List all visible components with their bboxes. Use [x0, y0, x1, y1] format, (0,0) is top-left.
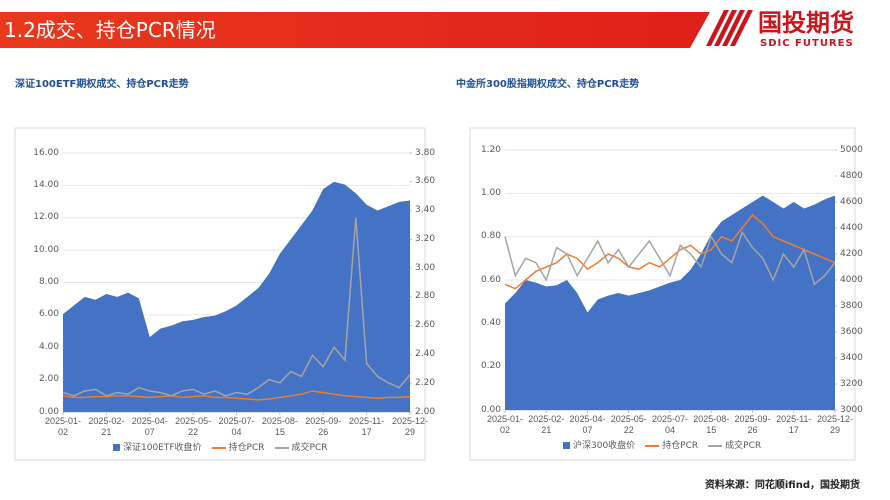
- x-tick-label: 2025-08-15: [261, 416, 298, 437]
- x-tick-label: 2025-01-02: [486, 414, 524, 435]
- y-tick-label: 0.00: [38, 406, 59, 417]
- legend-label: 持仓PCR: [662, 441, 699, 451]
- y2-tick-label: 3400: [840, 352, 863, 363]
- y2-tick-label: 3800: [840, 300, 863, 311]
- legend-swatch: [563, 442, 570, 449]
- y2-tick-label: 4000: [840, 274, 863, 285]
- y2-tick-label: 4800: [840, 170, 863, 181]
- legend-item: 深证100ETF收盘价: [113, 440, 202, 453]
- y-tick-label: 4.00: [38, 341, 59, 352]
- y-tick-label: 1.20: [480, 144, 501, 155]
- legend-item: 成交PCR: [708, 438, 761, 451]
- y-tick-label: 14.00: [33, 179, 59, 190]
- y2-tick-label: 2.20: [415, 377, 436, 388]
- y2-tick-label: 3.60: [415, 176, 436, 187]
- legend-item: 持仓PCR: [645, 438, 698, 451]
- x-tick-label: 2025-02-21: [528, 414, 565, 435]
- x-tick-label: 2025-04-07: [569, 414, 606, 435]
- y2-tick-label: 2.60: [415, 320, 436, 331]
- y-tick-label: 2.00: [38, 374, 59, 385]
- legend-label: 持仓PCR: [228, 443, 265, 453]
- legend-label: 成交PCR: [725, 441, 762, 451]
- y2-tick-label: 3600: [840, 326, 863, 337]
- y2-tick-label: 5000: [840, 144, 863, 155]
- y-tick-label: 8.00: [38, 277, 59, 287]
- line-series: [62, 217, 411, 397]
- x-tick-label: 2025-12-29: [816, 414, 854, 435]
- area-series: [505, 195, 835, 410]
- y2-tick-label: 2.40: [415, 348, 436, 359]
- legend-swatch: [708, 444, 723, 447]
- legend: 沪深300收盘价 持仓PCR 成交PCR: [563, 438, 761, 451]
- legend-label: 成交PCR: [291, 443, 328, 453]
- y2-tick-label: 4400: [840, 222, 863, 233]
- legend-item: 沪深300收盘价: [563, 438, 635, 451]
- legend-swatch: [274, 446, 289, 449]
- legend-swatch: [645, 444, 660, 447]
- x-tick-label: 2025-07-04: [651, 414, 689, 435]
- y2-tick-label: 3200: [840, 378, 863, 389]
- y2-tick-label: 3.20: [415, 233, 436, 244]
- y-tick-label: 0.80: [480, 231, 501, 242]
- y-tick-label: 0.00: [480, 404, 501, 415]
- legend-swatch: [113, 444, 120, 451]
- x-tick-label: 2025-09-26: [734, 414, 771, 435]
- legend-item: 持仓PCR: [211, 440, 265, 453]
- line-series: [62, 390, 411, 401]
- y2-tick-label: 3.80: [415, 147, 436, 158]
- x-tick-label: 2025-05-22: [610, 414, 647, 435]
- line-series: [504, 230, 836, 286]
- y2-tick-label: 4600: [840, 196, 863, 207]
- y-tick-label: 6.00: [38, 309, 59, 320]
- legend-label: 沪深300收盘价: [573, 441, 636, 451]
- y-tick-label: 12.00: [33, 212, 59, 223]
- y-tick-label: 0.60: [480, 274, 501, 285]
- x-tick-label: 2025-07-04: [218, 416, 255, 437]
- logo-icon: [706, 10, 753, 46]
- y-tick-label: 0.40: [480, 317, 501, 328]
- page-title: 1.2成交、持仓PCR情况: [4, 18, 216, 42]
- chart-panel: [14, 127, 426, 461]
- y2-tick-label: 3000: [840, 404, 863, 415]
- chart-title: 中金所300股指期权成交、持仓PCR走势: [456, 79, 640, 90]
- y-tick-label: 10.00: [33, 244, 59, 255]
- y2-tick-label: 4200: [840, 248, 863, 259]
- logo-subtext: SDIC FUTURES: [760, 38, 854, 49]
- y-tick-label: 1.00: [480, 187, 501, 198]
- header-bar: [0, 12, 710, 48]
- x-tick-label: 2025-02-21: [88, 416, 125, 437]
- line-series: [504, 213, 836, 290]
- chart-title: 深证100ETF期权成交、持仓PCR走势: [15, 79, 189, 90]
- y2-tick-label: 3.00: [415, 262, 436, 273]
- logo-text: 国投期货: [758, 9, 854, 37]
- x-tick-label: 2025-05-22: [175, 416, 212, 437]
- chart-panel: [469, 127, 856, 461]
- legend: 深证100ETF收盘价 持仓PCR 成交PCR: [113, 440, 327, 453]
- y-tick-label: 16.00: [33, 147, 59, 158]
- x-tick-label: 2025-11-17: [348, 416, 385, 437]
- x-tick-label: 2025-04-07: [131, 416, 168, 437]
- source-note: 资料来源：同花顺ifind，国投期货: [704, 480, 860, 491]
- y2-tick-label: 2.80: [415, 291, 436, 302]
- x-tick-label: 2025-08-15: [693, 414, 730, 435]
- x-tick-label: 2025-11-17: [776, 414, 812, 435]
- x-tick-label: 2025-09-26: [305, 416, 342, 437]
- y2-tick-label: 2.00: [415, 406, 436, 417]
- y2-tick-label: 3.40: [415, 205, 436, 216]
- legend-label: 深证100ETF收盘价: [123, 443, 202, 453]
- x-tick-label: 2025-12-29: [391, 416, 429, 437]
- legend-swatch: [211, 446, 226, 449]
- legend-item: 成交PCR: [274, 440, 328, 453]
- y-tick-label: 0.20: [480, 361, 501, 372]
- x-tick-label: 2025-01-02: [44, 416, 82, 437]
- area-series: [63, 181, 410, 412]
